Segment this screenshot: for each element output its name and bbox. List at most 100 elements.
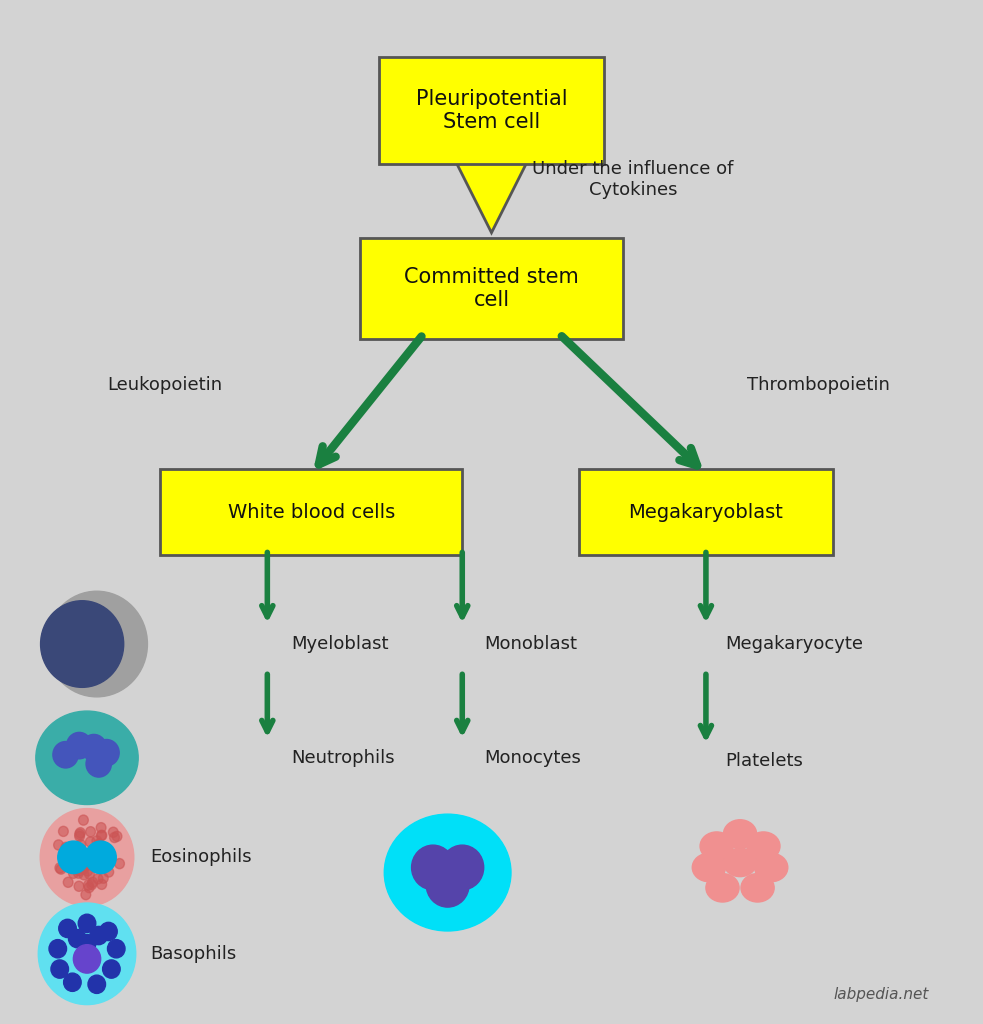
Text: Pleuripotential
Stem cell: Pleuripotential Stem cell [416, 89, 567, 132]
Circle shape [54, 840, 64, 850]
Circle shape [80, 869, 88, 880]
Circle shape [104, 867, 114, 878]
Circle shape [86, 837, 95, 847]
Circle shape [76, 851, 85, 861]
Text: Eosinophils: Eosinophils [150, 848, 252, 866]
Circle shape [55, 863, 65, 873]
Circle shape [87, 878, 97, 888]
Circle shape [53, 741, 79, 768]
Circle shape [98, 873, 108, 884]
Circle shape [79, 815, 88, 825]
Circle shape [87, 880, 96, 890]
FancyBboxPatch shape [379, 57, 604, 164]
Circle shape [56, 864, 66, 874]
Circle shape [85, 883, 94, 893]
Circle shape [84, 880, 93, 890]
Text: Myeloblast: Myeloblast [292, 635, 389, 653]
Circle shape [93, 873, 103, 884]
Circle shape [83, 866, 92, 877]
Ellipse shape [741, 873, 775, 902]
Circle shape [79, 935, 95, 952]
Circle shape [63, 878, 73, 888]
Circle shape [79, 863, 88, 873]
Circle shape [79, 914, 95, 933]
Circle shape [59, 826, 68, 837]
Circle shape [434, 863, 461, 892]
Circle shape [98, 849, 108, 859]
Circle shape [38, 903, 136, 1005]
Text: Thrombopoietin: Thrombopoietin [746, 376, 890, 394]
Circle shape [69, 848, 79, 857]
Circle shape [75, 831, 85, 842]
Text: Committed stem
cell: Committed stem cell [404, 267, 579, 310]
Circle shape [93, 840, 103, 850]
Circle shape [86, 826, 95, 837]
Circle shape [73, 849, 83, 859]
Circle shape [74, 868, 84, 879]
Circle shape [81, 852, 90, 862]
Circle shape [59, 920, 77, 938]
Circle shape [85, 858, 94, 868]
Circle shape [86, 841, 116, 873]
Circle shape [108, 827, 118, 838]
Ellipse shape [700, 831, 733, 860]
Text: Platelets: Platelets [725, 752, 803, 770]
Circle shape [110, 833, 119, 843]
Text: Megakaryocyte: Megakaryocyte [725, 635, 863, 653]
Circle shape [46, 591, 147, 697]
Circle shape [69, 868, 79, 879]
Circle shape [97, 880, 106, 890]
Text: Basophils: Basophils [150, 945, 237, 963]
Text: Neutrophils: Neutrophils [292, 749, 395, 767]
Circle shape [40, 809, 134, 906]
Circle shape [107, 940, 125, 957]
Circle shape [74, 845, 84, 855]
Circle shape [88, 975, 105, 993]
Circle shape [82, 734, 106, 761]
Circle shape [72, 856, 82, 866]
Circle shape [75, 829, 85, 840]
Ellipse shape [747, 831, 780, 860]
Text: Megakaryoblast: Megakaryoblast [628, 503, 783, 521]
Circle shape [69, 930, 87, 948]
Circle shape [102, 959, 120, 978]
Ellipse shape [723, 848, 757, 877]
FancyBboxPatch shape [579, 469, 833, 555]
Text: White blood cells: White blood cells [227, 503, 395, 521]
Circle shape [80, 850, 89, 860]
Polygon shape [454, 159, 529, 232]
Circle shape [92, 836, 101, 846]
Circle shape [74, 945, 100, 973]
Circle shape [99, 923, 117, 941]
Ellipse shape [384, 814, 511, 931]
Ellipse shape [723, 820, 757, 848]
FancyBboxPatch shape [360, 238, 623, 339]
Circle shape [87, 859, 97, 869]
Circle shape [81, 890, 90, 900]
Circle shape [412, 845, 454, 890]
Text: Under the influence of
Cytokines: Under the influence of Cytokines [532, 161, 733, 200]
Ellipse shape [755, 853, 787, 882]
Circle shape [58, 841, 89, 873]
Text: Leukopoietin: Leukopoietin [107, 376, 222, 394]
Circle shape [64, 973, 82, 991]
Circle shape [62, 847, 72, 857]
Circle shape [85, 849, 94, 859]
Circle shape [89, 927, 107, 945]
Circle shape [83, 852, 92, 862]
Circle shape [440, 845, 484, 890]
Circle shape [93, 739, 119, 766]
Circle shape [76, 840, 86, 850]
Circle shape [86, 852, 95, 862]
Circle shape [84, 859, 93, 869]
Circle shape [427, 862, 469, 907]
Circle shape [61, 842, 71, 852]
Circle shape [67, 732, 91, 759]
Text: Monocytes: Monocytes [485, 749, 582, 767]
Circle shape [91, 848, 101, 858]
Text: Monoblast: Monoblast [485, 635, 578, 653]
Circle shape [75, 850, 85, 860]
Circle shape [94, 839, 104, 849]
Circle shape [75, 849, 84, 859]
Circle shape [80, 853, 89, 863]
